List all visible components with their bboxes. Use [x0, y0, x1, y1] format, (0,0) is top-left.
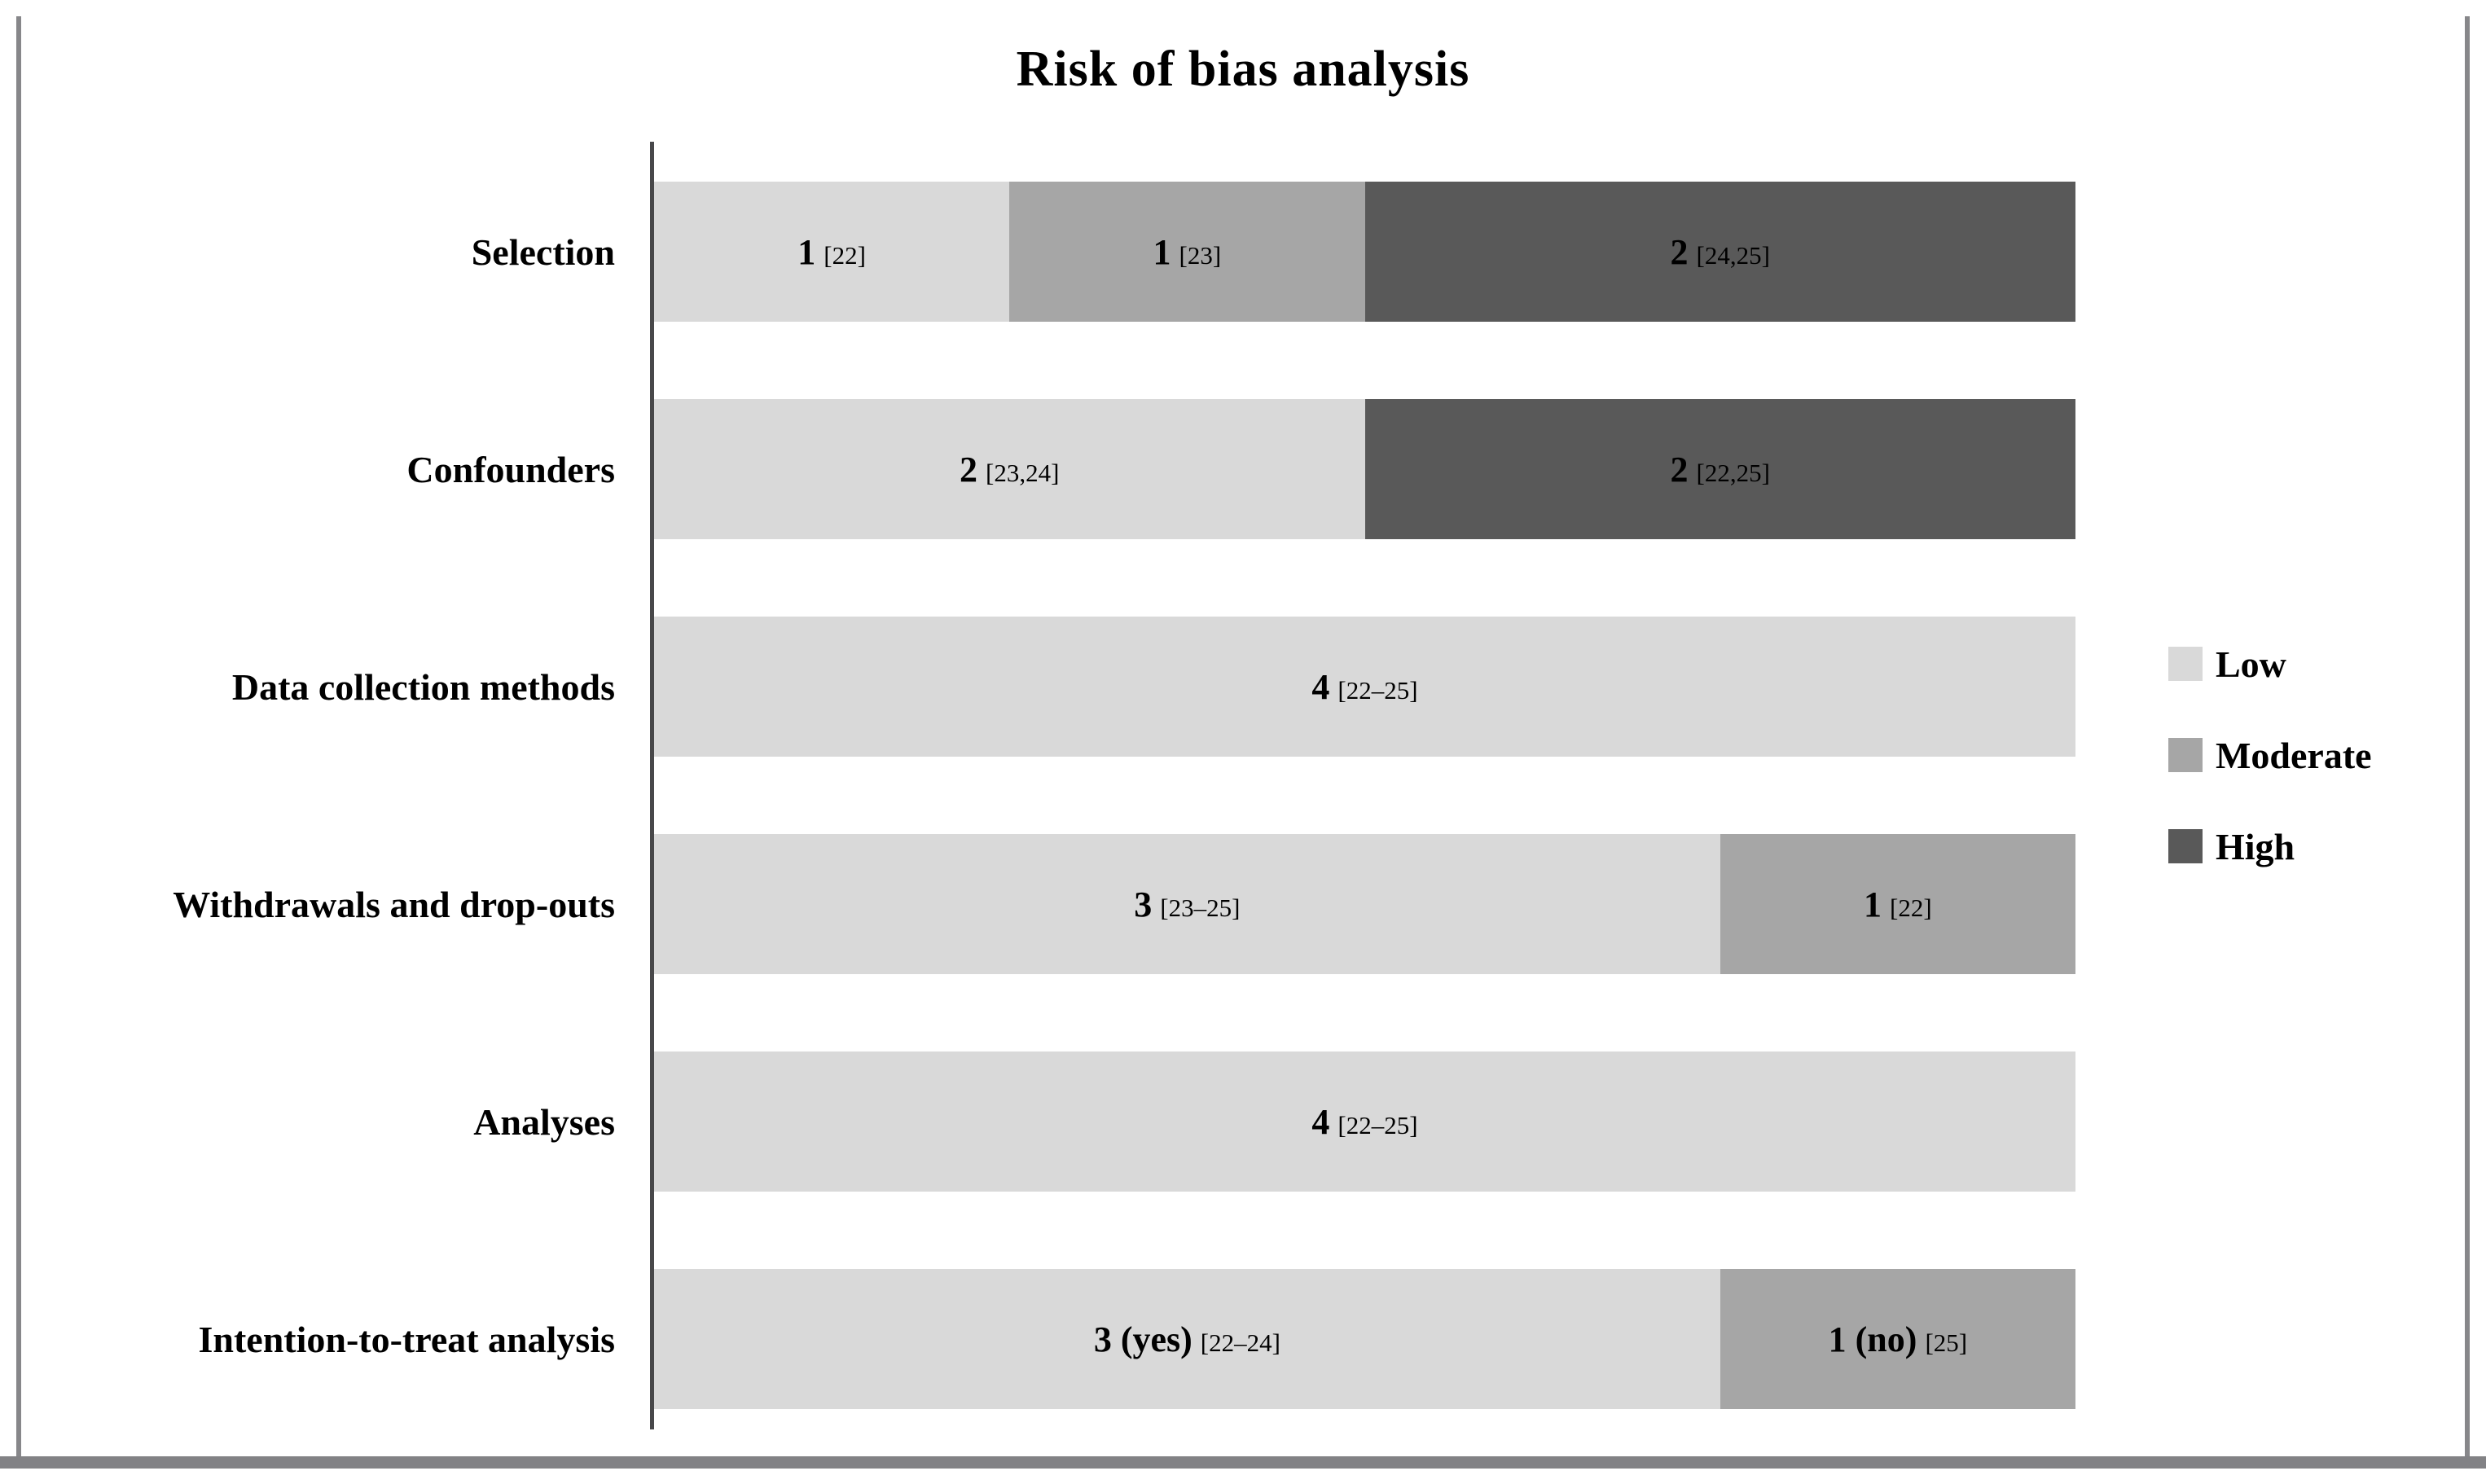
segment-citation: [25]	[1925, 1328, 1968, 1357]
bar-segment-high: 2 [22,25]	[1364, 399, 2075, 539]
category-row: Intention-to-treat analysis 3 (yes) [22–24…	[0, 1269, 2486, 1409]
bar-track: 4 [22–25]	[654, 1052, 2075, 1192]
category-label: Selection	[471, 231, 615, 273]
bar-track: 3 [23–25] 1 [22]	[654, 834, 2075, 974]
segment-citation: [22]	[1890, 893, 1932, 922]
bar-track: 3 (yes) [22–24] 1 (no) [25]	[654, 1269, 2075, 1409]
legend-swatch-moderate	[2168, 738, 2203, 772]
category-label: Intention-to-treat analysis	[198, 1318, 615, 1360]
category-label: Confounders	[406, 448, 615, 490]
segment-citation: [22–25]	[1337, 676, 1418, 705]
segment-citation: [22–25]	[1337, 1111, 1418, 1139]
segment-value: 2	[960, 449, 978, 490]
bar-segment-low: 1 [22]	[654, 182, 1010, 322]
legend-item-moderate: Moderate	[2168, 734, 2372, 776]
bar-segment-high: 2 [24,25]	[1364, 182, 2075, 322]
legend-item-low: Low	[2168, 643, 2372, 685]
segment-value: 3 (yes)	[1093, 1319, 1192, 1359]
category-row: Confounders 2 [23,24] 2 [22,25]	[0, 399, 2486, 539]
legend-swatch-low	[2168, 647, 2203, 681]
legend: Low Moderate High	[2168, 643, 2372, 917]
segment-citation: [22–24]	[1200, 1328, 1280, 1357]
bar-segment-low: 2 [23,24]	[654, 399, 1365, 539]
legend-swatch-high	[2168, 829, 2203, 863]
frame-border-left	[16, 16, 21, 1469]
bar-segment-moderate: 1 [22]	[1720, 834, 2075, 974]
bar-segment-low: 3 (yes) [22–24]	[654, 1269, 1720, 1409]
segment-citation: [22]	[824, 241, 866, 270]
segment-value: 1	[1153, 231, 1171, 272]
legend-item-high: High	[2168, 826, 2372, 867]
legend-label: High	[2216, 825, 2295, 867]
bar-segment-moderate: 1 [23]	[1009, 182, 1365, 322]
segment-value: 4	[1311, 666, 1330, 707]
frame-border-bottom	[0, 1456, 2486, 1469]
y-axis-line	[650, 142, 654, 1429]
chart-title: Risk of bias analysis	[1016, 42, 1470, 97]
bar-track: 1 [22] 1 [23] 2 [24,25]	[654, 182, 2075, 322]
category-label: Withdrawals and drop-outs	[173, 883, 615, 925]
bar-segment-moderate: 1 (no) [25]	[1720, 1269, 2075, 1409]
frame-border-right	[2465, 16, 2470, 1469]
bar-segment-low: 4 [22–25]	[654, 1052, 2075, 1192]
bar-track: 4 [22–25]	[654, 617, 2075, 757]
category-row: Selection 1 [22] 1 [23] 2 [24,25]	[0, 182, 2486, 322]
legend-label: Low	[2216, 643, 2286, 685]
bar-segment-low: 3 [23–25]	[654, 834, 1720, 974]
segment-citation: [24,25]	[1696, 241, 1770, 270]
segment-citation: [22,25]	[1696, 459, 1770, 487]
segment-value: 1	[1864, 884, 1882, 924]
segment-value: 1 (no)	[1828, 1319, 1917, 1359]
segment-value: 2	[1670, 449, 1689, 490]
segment-citation: [23–25]	[1160, 893, 1241, 922]
segment-value: 4	[1311, 1101, 1330, 1142]
segment-value: 3	[1134, 884, 1153, 924]
legend-label: Moderate	[2216, 734, 2372, 776]
category-label: Analyses	[473, 1100, 615, 1143]
segment-citation: [23,24]	[986, 459, 1060, 487]
bar-track: 2 [23,24] 2 [22,25]	[654, 399, 2075, 539]
segment-value: 1	[797, 231, 816, 272]
category-label: Data collection methods	[231, 665, 615, 708]
category-row: Data collection methods 4 [22–25]	[0, 617, 2486, 757]
bar-segment-low: 4 [22–25]	[654, 617, 2075, 757]
category-row: Withdrawals and drop-outs 3 [23–25] 1 [22]	[0, 834, 2486, 974]
category-row: Analyses 4 [22–25]	[0, 1052, 2486, 1192]
segment-citation: [23]	[1179, 241, 1222, 270]
segment-value: 2	[1670, 231, 1689, 272]
